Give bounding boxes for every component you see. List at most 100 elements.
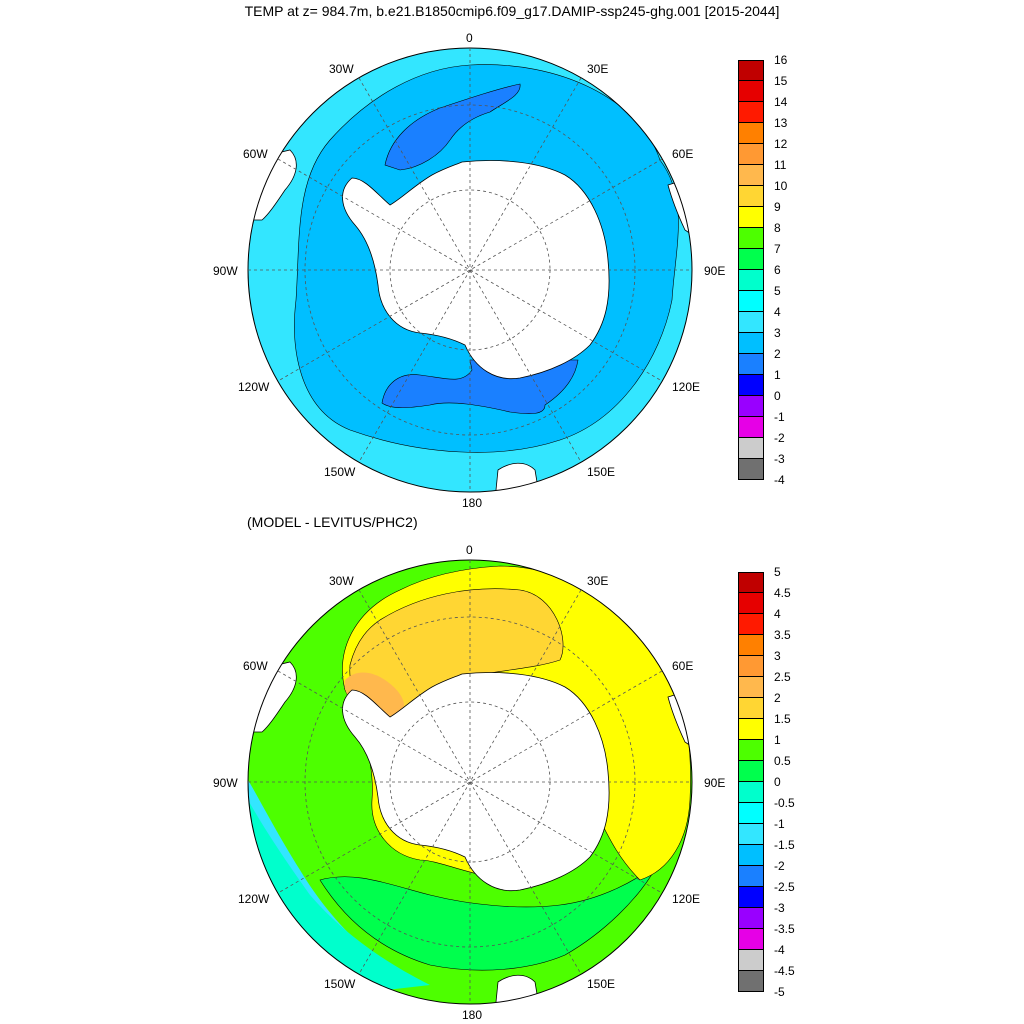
colorbar-swatch	[738, 81, 764, 102]
colorbar-tick-label: 2	[774, 347, 781, 361]
colorbar-swatch	[738, 677, 764, 698]
colorbar-swatch	[738, 228, 764, 249]
top-lon-label-30e: 30E	[587, 62, 609, 76]
colorbar-swatch	[738, 249, 764, 270]
colorbar-swatch	[738, 459, 764, 480]
top-lon-label-0: 0	[466, 31, 473, 45]
colorbar-tick-label: -3	[774, 452, 785, 466]
top-lon-label-60w: 60W	[243, 147, 268, 161]
top-lon-label-30w: 30W	[329, 62, 354, 76]
top-lon-label-120w: 120W	[238, 380, 270, 394]
colorbar-tick-label: 4.5	[774, 586, 791, 600]
colorbar-swatch	[738, 614, 764, 635]
top-lon-label-90w: 90W	[213, 264, 238, 278]
bottom-lon-label-30e: 30E	[587, 574, 609, 588]
bottom-colorbar	[738, 572, 764, 992]
colorbar-swatch	[738, 866, 764, 887]
colorbar-tick-label: -3.5	[774, 922, 795, 936]
top-graticule	[248, 48, 692, 492]
colorbar-tick-label: -2	[774, 859, 785, 873]
colorbar-swatch	[738, 270, 764, 291]
bottom-lon-label-60w: 60W	[243, 659, 268, 673]
colorbar-swatch	[738, 593, 764, 614]
plot-title: TEMP at z= 984.7m, b.e21.B1850cmip6.f09_…	[244, 3, 780, 19]
colorbar-tick-label: 12	[774, 137, 788, 151]
top-colorbar	[738, 60, 764, 480]
colorbar-tick-label: -4.5	[774, 964, 795, 978]
colorbar-tick-label: 7	[774, 242, 781, 256]
colorbar-tick-label: 8	[774, 221, 781, 235]
colorbar-swatch	[738, 438, 764, 459]
colorbar-tick-label: 10	[774, 179, 788, 193]
top-antarctica-landmass	[342, 160, 610, 380]
bottom-antarctica-landmass	[342, 672, 610, 892]
colorbar-swatch	[738, 845, 764, 866]
top-lon-label-180: 180	[462, 496, 483, 510]
colorbar-tick-label: 0	[774, 389, 781, 403]
bottom-lon-label-90e: 90E	[704, 776, 726, 790]
colorbar-tick-label: 6	[774, 263, 781, 277]
colorbar-swatch	[738, 165, 764, 186]
colorbar-tick-label: 4	[774, 607, 781, 621]
top-lon-label-150w: 150W	[324, 465, 356, 479]
colorbar-tick-label: 3	[774, 649, 781, 663]
colorbar-tick-label: 1	[774, 368, 781, 382]
colorbar-swatch	[738, 740, 764, 761]
top-lon-label-90e: 90E	[704, 264, 726, 278]
colorbar-swatch	[738, 123, 764, 144]
colorbar-swatch	[738, 761, 764, 782]
bottom-lon-label-150e: 150E	[587, 977, 616, 991]
bottom-lon-label-0: 0	[466, 543, 473, 557]
colorbar-swatch	[738, 333, 764, 354]
difference-subtitle: (MODEL - LEVITUS/PHC2)	[247, 514, 418, 530]
colorbar-swatch	[738, 312, 764, 333]
colorbar-tick-label: -3	[774, 901, 785, 915]
colorbar-swatch	[738, 375, 764, 396]
colorbar-tick-label: 5	[774, 565, 781, 579]
colorbar-tick-label: 3.5	[774, 628, 791, 642]
bottom-lon-label-120w: 120W	[238, 892, 270, 906]
colorbar-tick-label: -4	[774, 473, 785, 487]
colorbar-tick-label: 9	[774, 200, 781, 214]
colorbar-tick-label: -1	[774, 410, 785, 424]
colorbar-swatch	[738, 207, 764, 228]
colorbar-tick-label: 0.5	[774, 754, 791, 768]
colorbar-swatch	[738, 803, 764, 824]
colorbar-swatch	[738, 698, 764, 719]
colorbar-swatch	[738, 929, 764, 950]
colorbar-swatch	[738, 887, 764, 908]
colorbar-tick-label: -0.5	[774, 796, 795, 810]
colorbar-swatch	[738, 656, 764, 677]
colorbar-swatch	[738, 102, 764, 123]
colorbar-swatch	[738, 782, 764, 803]
colorbar-tick-label: 13	[774, 116, 788, 130]
colorbar-tick-label: -4	[774, 943, 785, 957]
colorbar-swatch	[738, 291, 764, 312]
bottom-lon-label-120e: 120E	[672, 892, 701, 906]
top-lon-label-150e: 150E	[587, 465, 616, 479]
colorbar-tick-label: -2.5	[774, 880, 795, 894]
colorbar-tick-label: 1.5	[774, 712, 791, 726]
bottom-lon-label-90w: 90W	[213, 776, 238, 790]
colorbar-tick-label: 15	[774, 74, 788, 88]
colorbar-tick-label: 3	[774, 326, 781, 340]
colorbar-tick-label: 0	[774, 775, 781, 789]
bottom-lon-label-60e: 60E	[672, 659, 694, 673]
colorbar-tick-label: -1	[774, 817, 785, 831]
colorbar-swatch	[738, 950, 764, 971]
top-lon-label-120e: 120E	[672, 380, 701, 394]
colorbar-swatch	[738, 60, 764, 81]
colorbar-tick-label: 4	[774, 305, 781, 319]
colorbar-tick-label: 5	[774, 284, 781, 298]
bottom-new-zealand	[494, 974, 541, 1004]
bottom-lon-label-30w: 30W	[329, 574, 354, 588]
colorbar-tick-label: 1	[774, 733, 781, 747]
colorbar-tick-label: 14	[774, 95, 788, 109]
colorbar-swatch	[738, 354, 764, 375]
colorbar-tick-label: 16	[774, 53, 788, 67]
colorbar-swatch	[738, 719, 764, 740]
colorbar-swatch	[738, 971, 764, 992]
colorbar-tick-label: -2	[774, 431, 785, 445]
colorbar-swatch	[738, 417, 764, 438]
